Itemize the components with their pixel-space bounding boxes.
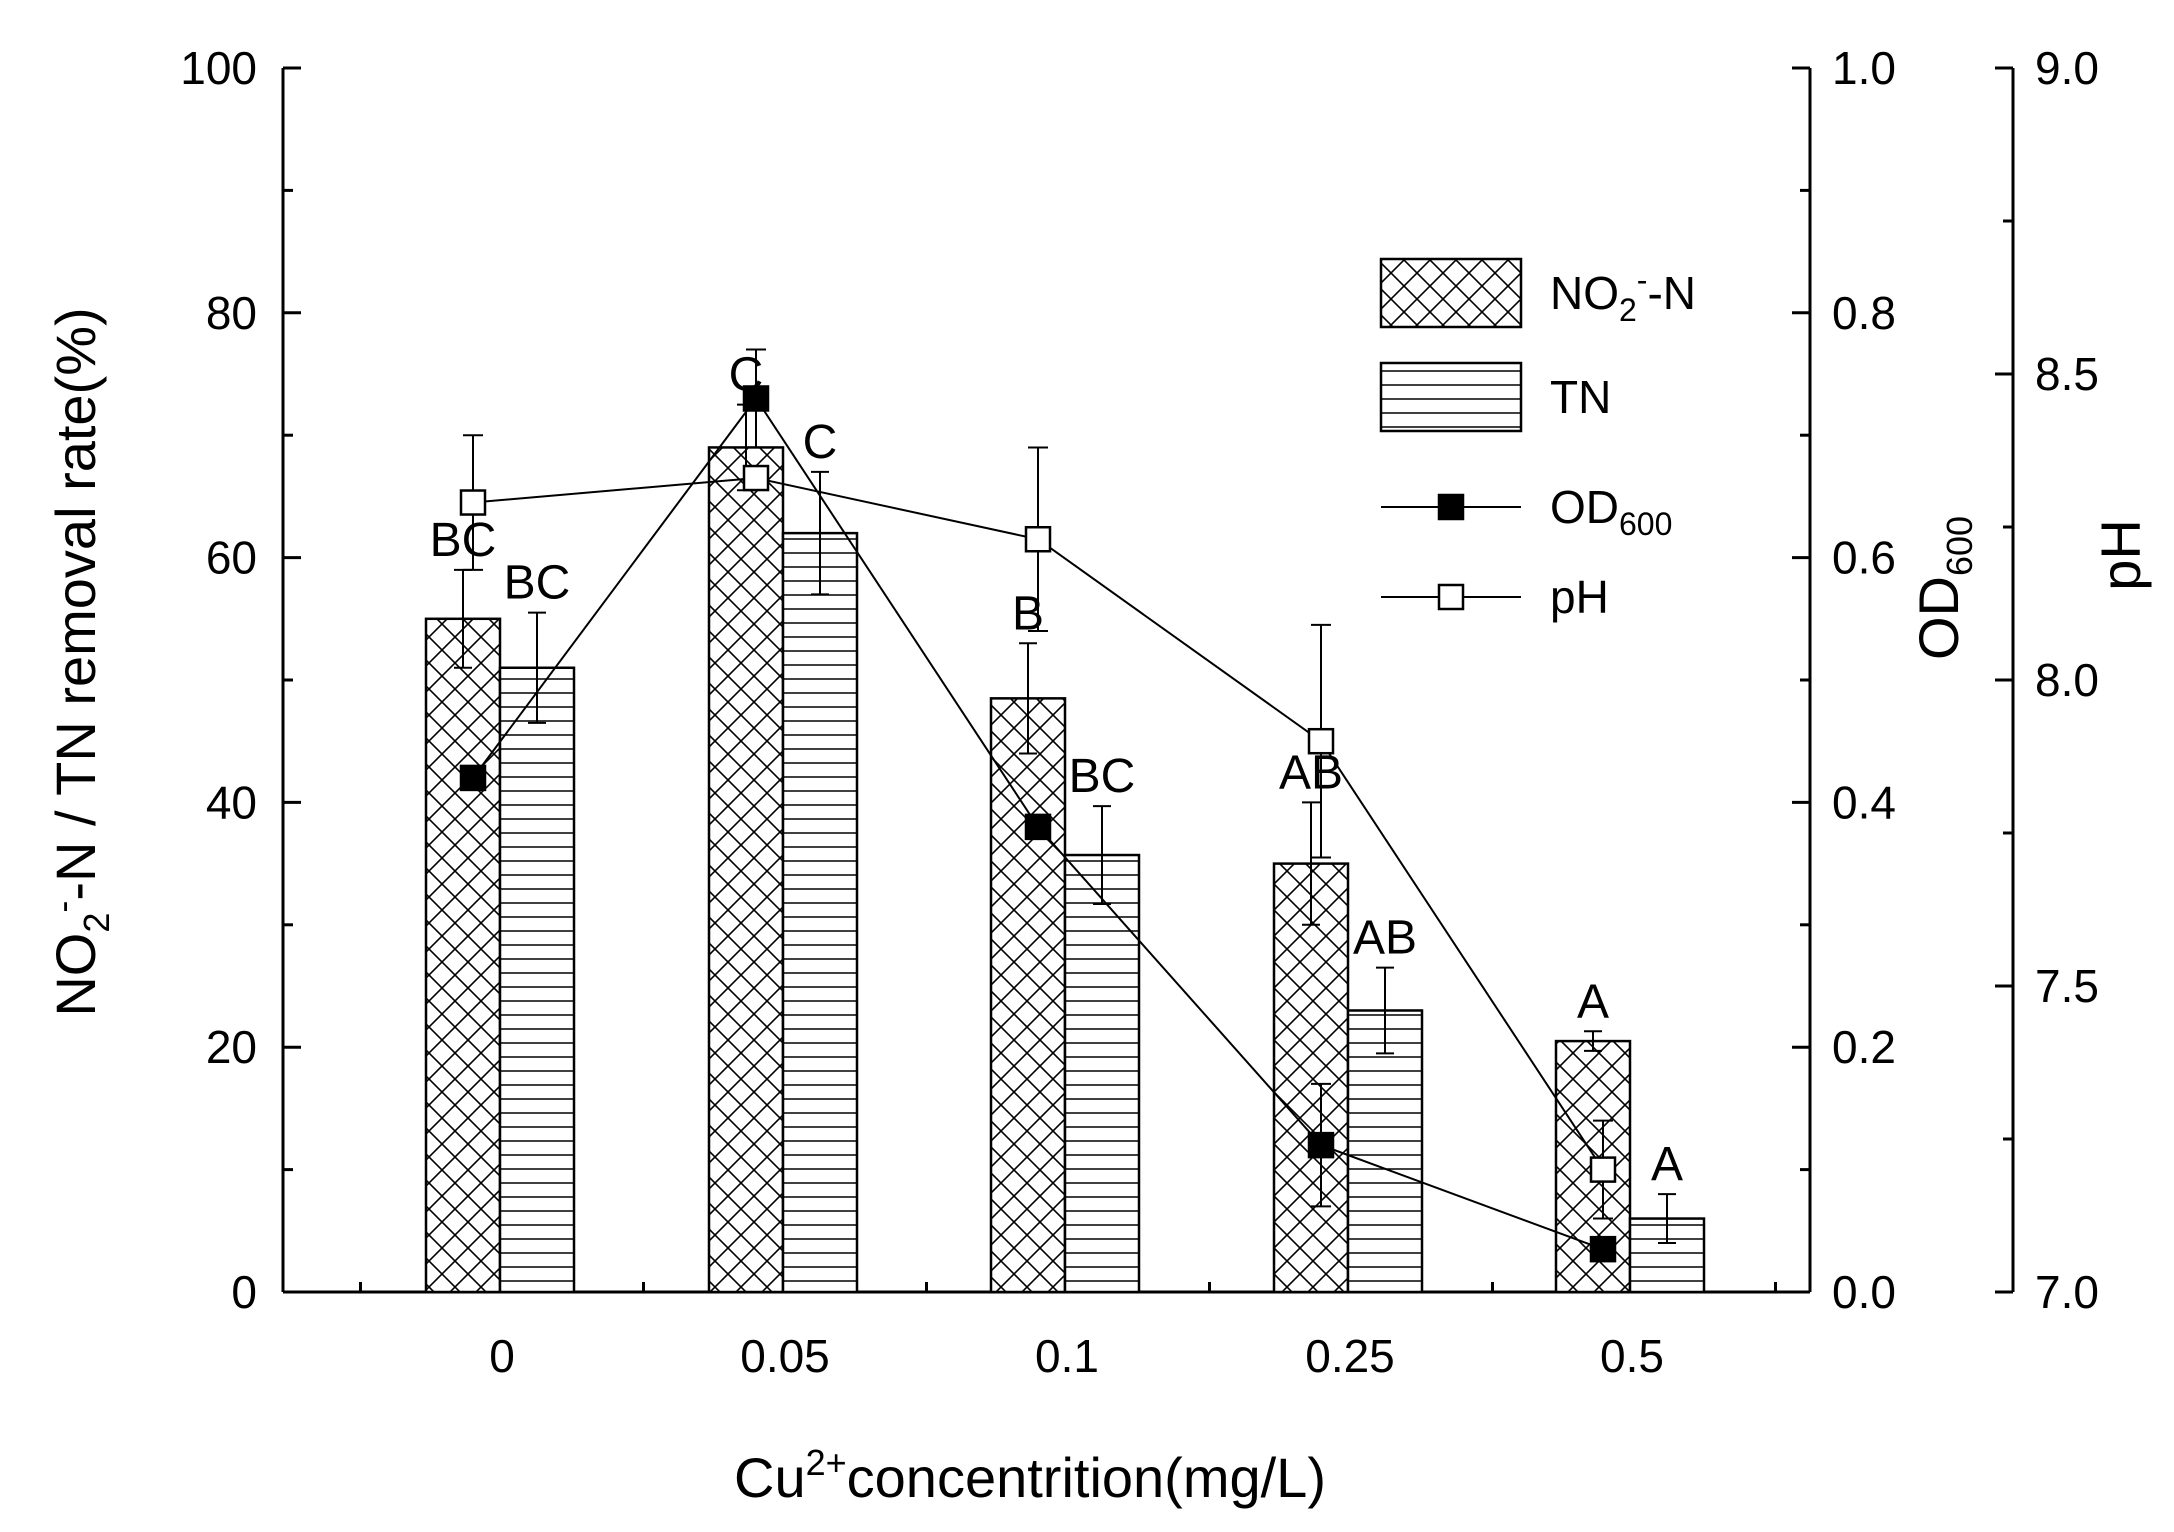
y-od-tick-label: 0.6: [1832, 532, 1896, 584]
bar-no2n: [1272, 862, 1350, 1294]
x-tick-label: 0: [489, 1330, 515, 1382]
y-left-tick-label: 80: [206, 287, 257, 339]
x-tick-label: 0.1: [1035, 1330, 1099, 1382]
line-series: [459, 348, 1617, 1263]
x-tick-label: 0.25: [1305, 1330, 1395, 1382]
y-left-tick-label: 40: [206, 776, 257, 828]
od600-point: [1024, 813, 1052, 841]
bar-no2n: [707, 446, 785, 1294]
bar-no2n: [424, 617, 502, 1294]
no2n-significance-label: AB: [1279, 746, 1343, 799]
bar-no2n: [989, 697, 1067, 1294]
y-ph-tick-label: 9.0: [2035, 42, 2099, 94]
ph-point: [459, 489, 487, 516]
bar-tn: [781, 531, 859, 1294]
legend-label: pH: [1550, 571, 1609, 623]
tn-significance-label: BC: [1069, 750, 1136, 803]
y-ph-tick-label: 7.0: [2035, 1266, 2099, 1318]
no2n-significance-label: BC: [430, 514, 497, 567]
ph-point: [1024, 525, 1052, 553]
legend: NO2--N TN OD600 pH: [1379, 257, 1696, 623]
legend-label: TN: [1550, 371, 1611, 423]
tn-significance-label: BC: [504, 557, 571, 610]
y-od-tick-label: 0.8: [1832, 287, 1896, 339]
y-od-tick-label: 0.0: [1832, 1266, 1896, 1318]
x-tick-label: 0.05: [740, 1330, 830, 1382]
y-ph-tick-label: 7.5: [2035, 960, 2099, 1012]
tn-significance-label: AB: [1353, 912, 1417, 965]
od600-point: [1589, 1235, 1617, 1263]
y-axis-od-title: OD600: [1907, 516, 1980, 660]
x-axis-title: Cu2+concentrition(mg/L): [734, 1442, 1326, 1509]
no2n-significance-label: C: [729, 349, 764, 402]
od600-point: [742, 385, 770, 412]
legend-swatch-tn: [1379, 361, 1523, 433]
no2n-significance-label: A: [1577, 975, 1609, 1028]
bar-tn: [1063, 853, 1141, 1294]
od600-point: [1307, 1131, 1335, 1159]
y-ph-tick-label: 8.0: [2035, 654, 2099, 706]
y-od-tick-label: 0.2: [1832, 1021, 1896, 1073]
y-axis-left-title: NO2--N / TN removal rate(%): [42, 307, 117, 1016]
od600-point: [459, 764, 487, 792]
y-left-tick-label: 20: [206, 1021, 257, 1073]
legend-label: NO2--N: [1550, 262, 1696, 328]
bars: [424, 403, 1706, 1294]
ph-point: [1589, 1156, 1617, 1183]
legend-swatch-ph-marker: [1437, 583, 1465, 611]
y-left-tick-label: 100: [180, 42, 257, 94]
legend-swatch-od600-marker: [1437, 493, 1465, 521]
bar-tn: [498, 666, 576, 1294]
tn-significance-label: C: [803, 416, 838, 469]
no2n-significance-label: B: [1012, 587, 1044, 640]
ph-point: [742, 464, 770, 492]
tn-significance-label: A: [1651, 1138, 1683, 1191]
legend-swatch-no2n: [1379, 257, 1523, 329]
y-left-tick-label: 60: [206, 532, 257, 584]
legend-label: OD600: [1550, 481, 1672, 542]
bar-tn: [1346, 1009, 1424, 1294]
significance-labels: BC C B AB A BC C BC AB A: [430, 349, 1683, 1191]
y-left-tick-label: 0: [231, 1266, 257, 1318]
y-od-tick-label: 1.0: [1832, 42, 1896, 94]
ph-point: [1307, 727, 1335, 755]
y-axis-ph-title: pH: [2089, 519, 2152, 591]
y-ph-tick-label: 8.5: [2035, 348, 2099, 400]
y-od-tick-label: 0.4: [1832, 776, 1896, 828]
x-tick-label: 0.5: [1600, 1330, 1664, 1382]
axes: 0 20 40 60 80 100 0.0 0.2 0.4 0.6 0.8 1.0 7.0 7.5 8.0 8…: [180, 42, 2099, 1382]
